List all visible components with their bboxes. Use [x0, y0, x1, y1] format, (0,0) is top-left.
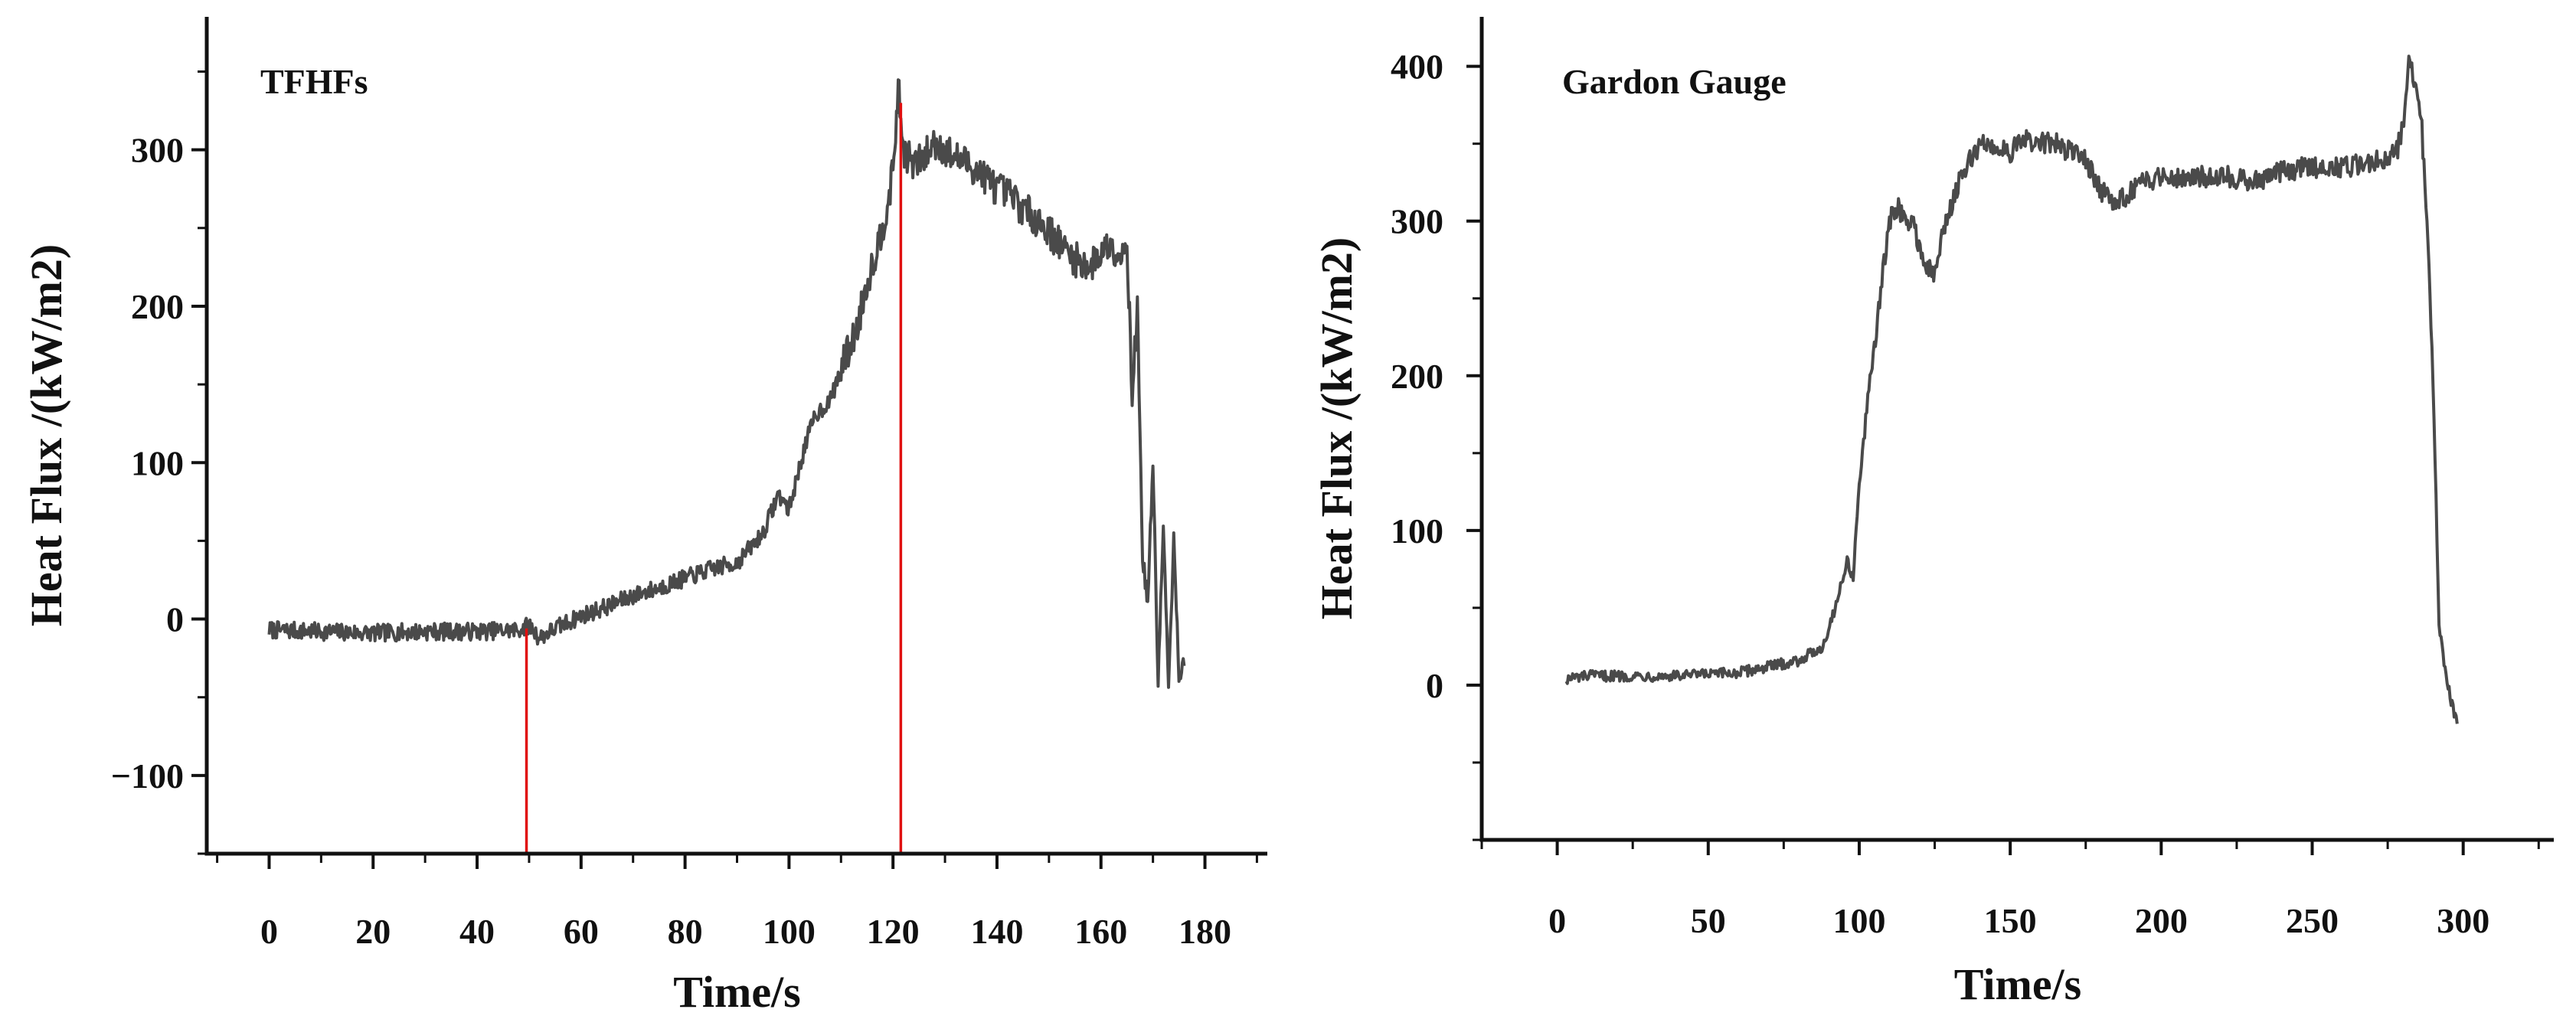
chart-tfhfs-ticks: 0 20 40 60 80 100 120 140 160 180 −100 0 100 200 300	[111, 70, 1258, 951]
chart-tfhfs-x-tick-label: 180	[1178, 912, 1231, 951]
chart-tfhfs-x-tick-label: 20	[355, 912, 391, 951]
chart-tfhfs-y-tick-label: 300	[131, 131, 184, 170]
chart-tfhfs-y-tick-label: 200	[131, 287, 184, 326]
chart-tfhfs-x-tick-label: 140	[970, 912, 1023, 951]
chart-gardon-gauge-y-axis-label: Heat Flux /(kW/m2)	[1312, 237, 1362, 619]
chart-gardon-gauge-x-tick-label: 50	[1691, 901, 1726, 940]
chart-tfhfs-y-tick-label: −100	[111, 756, 184, 795]
chart-gardon-gauge-axis-frame	[1479, 17, 2554, 842]
chart-gardon-gauge-title: Gardon Gauge	[1562, 62, 1787, 101]
chart-gardon-gauge: 0 50 100 150 200 250 300 0 100 200 300 400 Gardon G…	[1312, 17, 2554, 1009]
chart-gardon-gauge-x-axis-label: Time/s	[1954, 959, 2082, 1009]
chart-tfhfs-axis-frame	[204, 17, 1267, 856]
chart-tfhfs-y-tick-label: 0	[166, 600, 184, 639]
chart-gardon-gauge-y-tick-label: 200	[1391, 357, 1443, 396]
chart-gardon-gauge-x-tick-label: 0	[1548, 901, 1566, 940]
chart-tfhfs-y-tick-label: 100	[131, 443, 184, 482]
chart-tfhfs-x-tick-label: 160	[1074, 912, 1127, 951]
chart-tfhfs-x-tick-label: 120	[867, 912, 920, 951]
chart-tfhfs: 0 20 40 60 80 100 120 140 160 180 −100 0 100 200 300 T…	[21, 17, 1267, 1017]
chart-tfhfs-x-tick-label: 100	[763, 912, 816, 951]
chart-tfhfs-x-axis-label: Time/s	[673, 967, 801, 1017]
chart-gardon-gauge-series-line	[1564, 54, 2459, 724]
chart-tfhfs-x-tick-label: 60	[564, 912, 599, 951]
chart-tfhfs-markers	[525, 103, 903, 852]
chart-tfhfs-x-tick-label: 0	[260, 912, 278, 951]
chart-tfhfs-y-axis-label: Heat Flux /(kW/m2)	[21, 244, 71, 626]
chart-gardon-gauge-y-tick-label: 0	[1426, 666, 1443, 705]
chart-tfhfs-title: TFHFs	[260, 62, 368, 101]
chart-gardon-gauge-x-tick-label: 100	[1832, 901, 1885, 940]
chart-gardon-gauge-y-tick-label: 100	[1391, 511, 1443, 550]
chart-gardon-gauge-x-tick-label: 250	[2286, 901, 2339, 940]
chart-gardon-gauge-x-tick-label: 200	[2135, 901, 2188, 940]
chart-tfhfs-x-tick-label: 40	[459, 912, 495, 951]
chart-gardon-gauge-y-tick-label: 300	[1391, 202, 1443, 241]
chart-gardon-gauge-x-tick-label: 150	[1984, 901, 2037, 940]
chart-gardon-gauge-x-tick-label: 300	[2437, 901, 2489, 940]
chart-gardon-gauge-y-tick-label: 400	[1391, 47, 1443, 87]
chart-tfhfs-series-line	[267, 78, 1186, 689]
chart-gardon-gauge-ticks: 0 50 100 150 200 250 300 0 100 200 300 400	[1391, 47, 2540, 940]
chart-tfhfs-x-tick-label: 80	[668, 912, 703, 951]
